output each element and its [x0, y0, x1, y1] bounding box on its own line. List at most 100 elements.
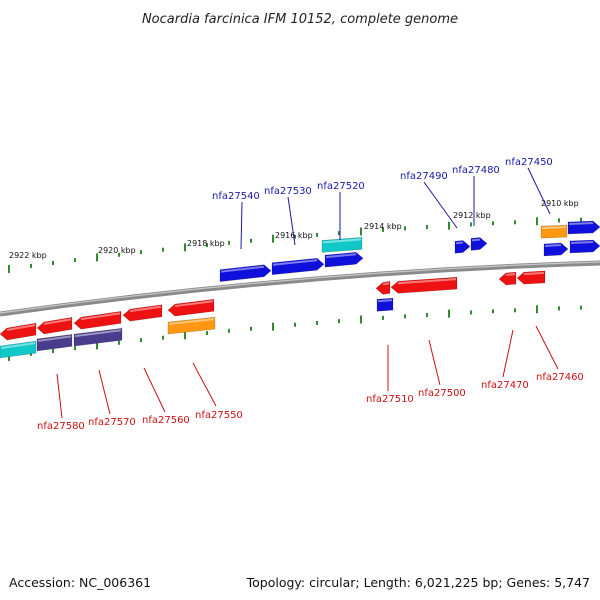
leader-line — [423, 181, 458, 229]
scale-tick — [448, 309, 450, 318]
scale-tick — [184, 331, 186, 340]
gene-highlight — [80, 312, 121, 321]
kbp-label: 2920 kbp — [98, 246, 136, 255]
scale-tick — [470, 222, 472, 227]
gene-label[interactable]: nfa27530 — [264, 186, 312, 197]
scale-tick — [250, 326, 252, 331]
map-title: Nocardia farcinica IFM 10152, complete g… — [142, 12, 458, 27]
gene-arrow[interactable] — [122, 304, 163, 322]
scale-tick — [536, 305, 538, 314]
gene-highlight — [37, 335, 72, 342]
gene-arrow[interactable] — [454, 240, 471, 254]
scale-tick — [558, 306, 560, 311]
label-leader-lines — [56, 167, 559, 419]
accession-text: Accession: NC_006361 — [9, 575, 151, 590]
scale-tick — [228, 328, 230, 333]
gene-arrow[interactable] — [321, 237, 363, 253]
leader-line — [56, 373, 63, 419]
scale-tick — [206, 243, 208, 248]
kbp-label: 2922 kbp — [9, 251, 47, 260]
kbp-label: 2910 kbp — [541, 199, 579, 208]
gene-highlight — [325, 253, 357, 259]
gene-label[interactable]: nfa27550 — [195, 410, 243, 421]
scale-tick — [272, 322, 274, 331]
gene-label[interactable]: nfa27460 — [536, 372, 584, 383]
leader-line — [527, 167, 551, 215]
scale-tick — [96, 253, 98, 262]
leader-line — [192, 362, 217, 407]
scale-tick — [338, 231, 340, 236]
scale-tick — [404, 314, 406, 319]
outer-tick-track — [8, 217, 582, 273]
gene-arrow[interactable] — [470, 237, 488, 251]
scale-tick — [250, 238, 252, 243]
scale-tick — [74, 258, 76, 263]
gene-label[interactable]: nfa27480 — [452, 165, 500, 176]
gene-arrow[interactable] — [375, 280, 391, 295]
gene-arrow[interactable] — [569, 239, 600, 254]
scale-tick — [514, 308, 516, 313]
gene-label[interactable]: nfa27520 — [317, 181, 365, 192]
gene-arrow[interactable] — [271, 257, 325, 276]
scale-tick — [96, 341, 98, 350]
scale-tick — [536, 217, 538, 226]
kbp-scale-labels: 2922 kbp 2920 kbp 2918 kbp 2916 kbp 2914… — [9, 199, 579, 260]
gene-arrow[interactable] — [376, 297, 394, 312]
gene-label[interactable]: nfa27570 — [88, 417, 136, 428]
scale-tick — [492, 309, 494, 314]
gene-arrow[interactable] — [543, 242, 569, 257]
gene-label[interactable]: nfa27540 — [212, 191, 260, 202]
gene-label[interactable]: nfa27450 — [505, 157, 553, 168]
scale-tick — [448, 221, 450, 230]
gene-arrow[interactable] — [540, 224, 568, 239]
bottom-gene-labels: nfa27580 nfa27570 nfa27560 nfa27550 nfa2… — [37, 372, 584, 432]
leader-line — [428, 339, 441, 386]
gene-arrow[interactable] — [390, 276, 458, 294]
gene-arrow[interactable] — [219, 264, 272, 282]
leader-line — [98, 369, 111, 415]
gene-arrow[interactable] — [0, 340, 37, 359]
gene-highlight — [505, 273, 516, 276]
gene-highlight — [272, 259, 318, 266]
gene-highlight — [168, 318, 215, 326]
gene-highlight — [568, 222, 594, 226]
gene-highlight — [0, 342, 36, 349]
scale-tick — [294, 234, 296, 239]
gene-label[interactable]: nfa27560 — [142, 415, 190, 426]
gene-arrow[interactable] — [567, 220, 600, 235]
genome-backbone-highlight — [0, 261, 600, 314]
gene-highlight — [74, 329, 122, 338]
scale-tick — [360, 227, 362, 236]
genome-backbone — [0, 260, 600, 317]
scale-tick — [74, 346, 76, 351]
leader-line — [240, 201, 243, 250]
top-gene-labels: nfa27540 nfa27530 nfa27520 nfa27490 nfa2… — [212, 157, 553, 202]
gene-arrow[interactable] — [0, 322, 37, 341]
inner-tick-track — [8, 305, 582, 361]
gene-arrow[interactable] — [167, 316, 216, 335]
gene-arrow[interactable] — [73, 311, 122, 330]
scale-tick — [294, 322, 296, 327]
gene-highlight — [541, 226, 567, 230]
gene-arrow[interactable] — [324, 251, 364, 268]
gene-arrow[interactable] — [167, 298, 215, 317]
gene-highlight — [377, 299, 393, 303]
gene-label[interactable]: nfa27490 — [400, 171, 448, 182]
scale-tick — [162, 247, 164, 252]
scale-tick — [382, 315, 384, 320]
gene-label[interactable]: nfa27470 — [481, 380, 529, 391]
gene-label[interactable]: nfa27500 — [418, 388, 466, 399]
gene-arrow[interactable] — [73, 327, 123, 347]
gene-arrow[interactable] — [36, 317, 73, 335]
leader-line — [287, 196, 296, 246]
gene-highlight — [397, 278, 457, 285]
gene-features — [0, 220, 600, 359]
scale-tick — [162, 335, 164, 340]
scale-tick — [316, 232, 318, 237]
gene-arrow[interactable] — [36, 334, 73, 352]
gene-label[interactable]: nfa27510 — [366, 394, 414, 405]
gene-arrow[interactable] — [516, 270, 546, 285]
scale-tick — [580, 305, 582, 310]
gene-label[interactable]: nfa27580 — [37, 421, 85, 432]
gene-arrow[interactable] — [498, 271, 517, 286]
